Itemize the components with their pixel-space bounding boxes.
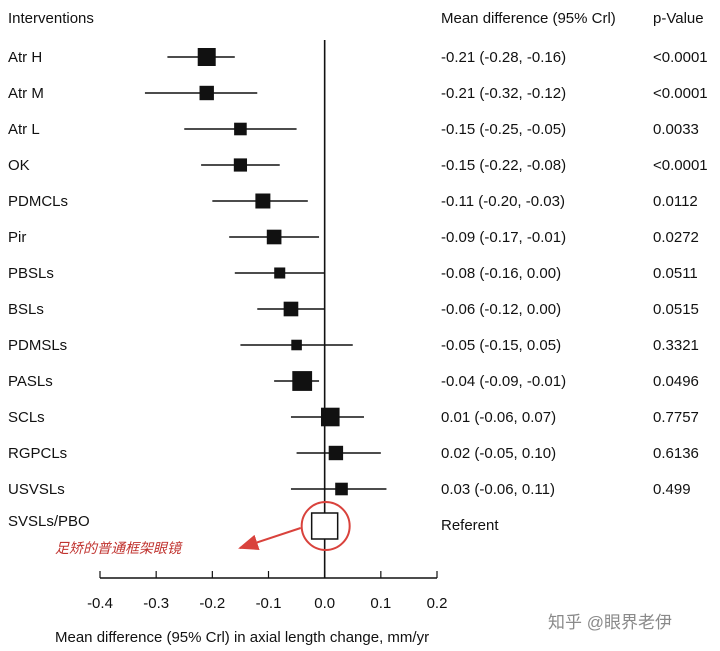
watermark-text: 知乎 @眼界老伊 [548, 613, 672, 632]
point-estimate-marker [283, 301, 299, 317]
x-tick-label: -0.2 [199, 595, 225, 612]
p-value-text: 0.0112 [653, 193, 698, 210]
header-interventions: Interventions [8, 10, 94, 27]
p-value-text: 0.0511 [653, 265, 698, 282]
point-estimate-marker [292, 371, 313, 391]
forest-marks [144, 48, 387, 496]
x-axis-title: Mean difference (95% Crl) in axial lengt… [55, 629, 429, 646]
p-value-text: 0.0496 [653, 373, 699, 390]
ci-text: -0.15 (-0.25, -0.05) [441, 121, 566, 138]
point-estimate-marker [234, 122, 247, 136]
referent-marker [310, 512, 339, 540]
ci-text: -0.11 (-0.20, -0.03) [441, 193, 565, 210]
p-value-text: 0.0272 [653, 229, 699, 246]
p-value-text: <0.0001 [653, 85, 708, 102]
ci-text: -0.21 (-0.28, -0.16) [441, 49, 566, 66]
annotation-arrow [238, 527, 301, 550]
point-estimate-marker [320, 407, 340, 427]
point-estimate-marker [274, 267, 286, 279]
ci-text: -0.15 (-0.22, -0.08) [441, 157, 566, 174]
p-value-text: 0.6136 [653, 445, 699, 462]
point-estimate-marker [291, 339, 302, 351]
row-label: PDMCLs [8, 193, 68, 210]
x-tick-label: -0.1 [256, 595, 282, 612]
p-value-text: 0.7757 [653, 409, 699, 426]
ci-text: -0.09 (-0.17, -0.01) [441, 229, 566, 246]
row-label: OK [8, 157, 30, 174]
row-label: Atr H [8, 49, 42, 66]
point-estimate-marker [255, 193, 271, 209]
header-mean-difference: Mean difference (95% Crl) [441, 10, 616, 27]
ci-text: -0.06 (-0.12, 0.00) [441, 301, 561, 318]
row-label: BSLs [8, 301, 44, 318]
point-estimate-marker [266, 229, 282, 245]
referent-label: SVSLs/PBO [8, 513, 90, 530]
ci-text: -0.04 (-0.09, -0.01) [441, 373, 566, 390]
annotation-text: 足矫的普通框架眼镜 [55, 541, 183, 557]
point-estimate-marker [335, 482, 348, 496]
row-label: USVSLs [8, 481, 65, 498]
row-label: SCLs [8, 409, 45, 426]
row-label: Atr L [8, 121, 40, 138]
p-values: <0.0001 <0.0001 0.0033 <0.0001 0.0112 0.0272 0… [653, 49, 708, 498]
x-tick-label: 0.0 [314, 595, 335, 612]
p-value-text: 0.499 [653, 481, 691, 498]
point-estimate-marker [328, 445, 344, 461]
p-value-text: <0.0001 [653, 49, 708, 66]
ci-text: 0.03 (-0.06, 0.11) [441, 481, 555, 498]
ci-text: 0.01 (-0.06, 0.07) [441, 409, 556, 426]
x-ticks: -0.4 -0.3 -0.2 -0.1 0.0 0.1 0.2 [87, 571, 447, 612]
ci-text: -0.05 (-0.15, 0.05) [441, 337, 561, 354]
p-value-text: 0.0033 [653, 121, 699, 138]
ci-text: -0.08 (-0.16, 0.00) [441, 265, 561, 282]
row-label: Atr M [8, 85, 44, 102]
ci-texts: -0.21 (-0.28, -0.16) -0.21 (-0.32, -0.12)… [441, 49, 566, 498]
point-estimate-marker [233, 158, 248, 172]
row-label: RGPCLs [8, 445, 67, 462]
row-label: Pir [8, 229, 26, 246]
row-label: PBSLs [8, 265, 54, 282]
referent-value-text: Referent [441, 517, 499, 534]
p-value-text: 0.0515 [653, 301, 699, 318]
row-label: PASLs [8, 373, 53, 390]
header-p-value: p-Value [653, 10, 704, 27]
row-label: PDMSLs [8, 337, 67, 354]
point-estimate-marker [199, 85, 214, 101]
x-tick-label: 0.2 [427, 595, 448, 612]
row-labels: Atr H Atr M Atr L OK PDMCLs Pir PBSLs BSLs PDMSL… [8, 49, 68, 498]
x-tick-label: -0.4 [87, 595, 113, 612]
x-tick-label: 0.1 [370, 595, 391, 612]
ci-text: 0.02 (-0.05, 0.10) [441, 445, 556, 462]
point-estimate-marker [197, 48, 216, 66]
ci-text: -0.21 (-0.32, -0.12) [441, 85, 566, 102]
x-tick-label: -0.3 [143, 595, 169, 612]
highlight-circle [300, 501, 351, 551]
p-value-text: <0.0001 [653, 157, 708, 174]
p-value-text: 0.3321 [653, 337, 699, 354]
